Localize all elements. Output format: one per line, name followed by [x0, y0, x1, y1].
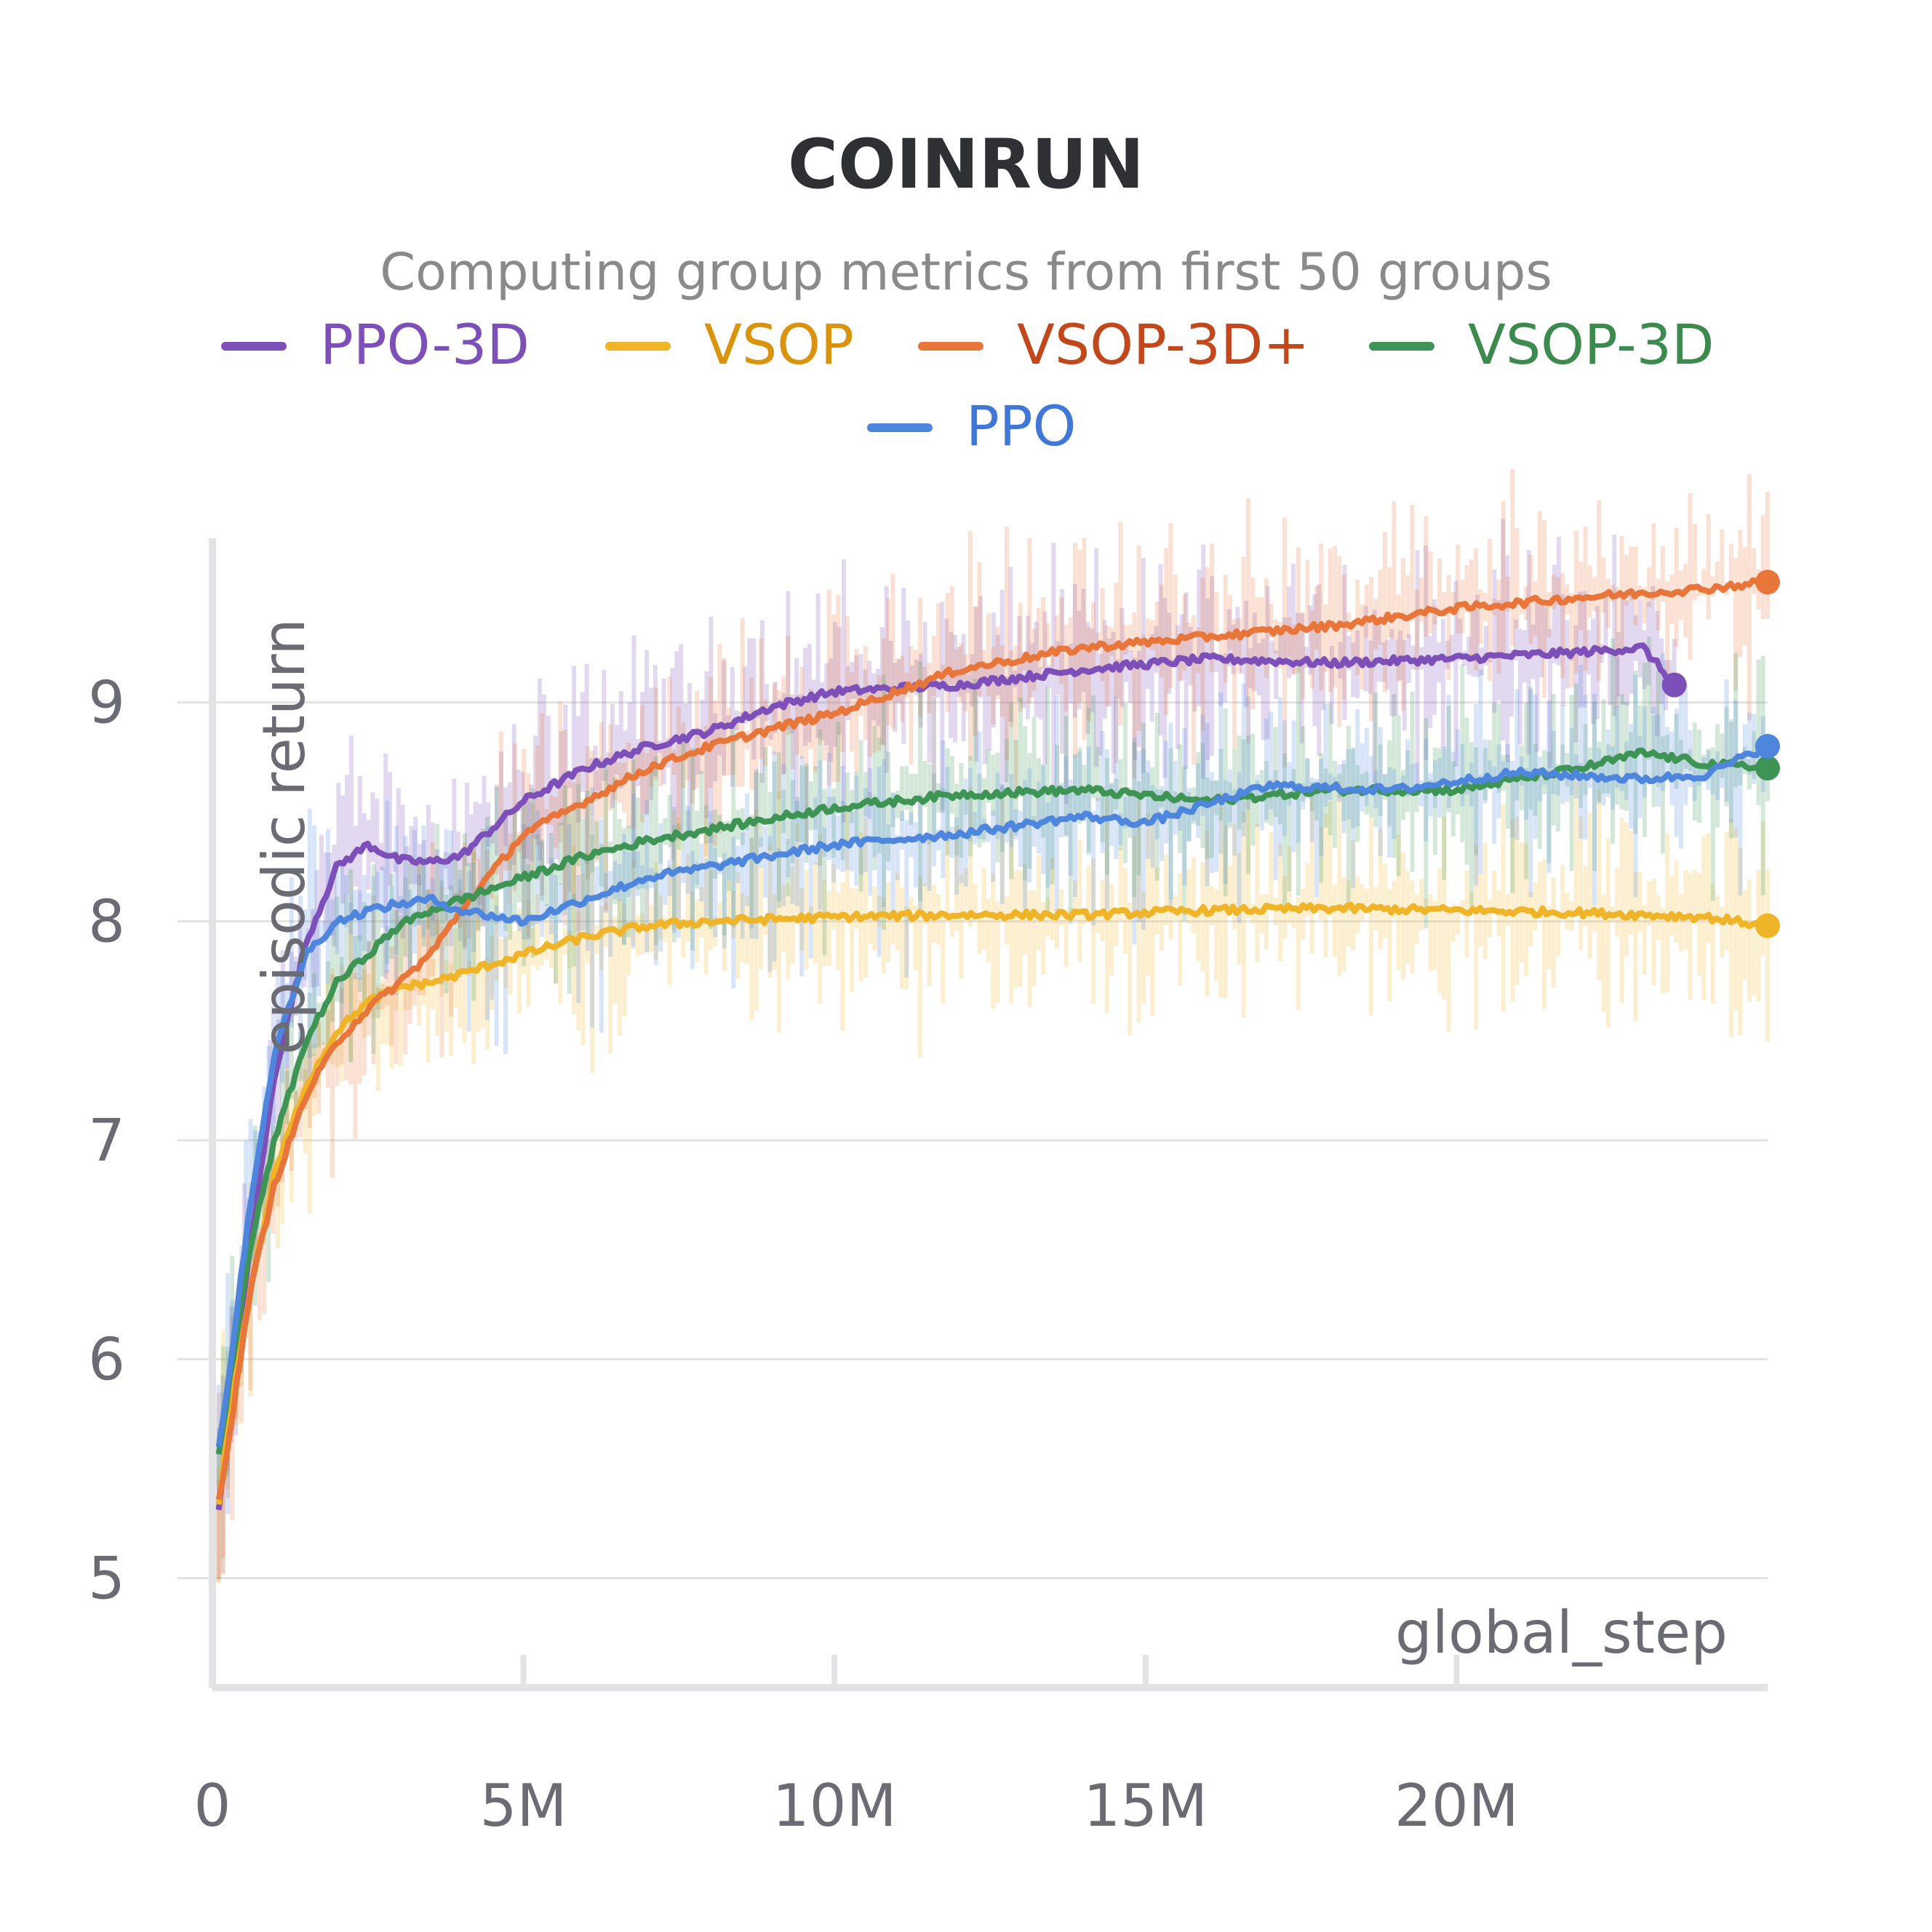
series-line-vsop-3d[interactable] — [215, 747, 1770, 1455]
chart-title: COINRUN — [788, 125, 1144, 204]
y-tick-label: 5 — [88, 1545, 125, 1613]
legend-label: PPO-3D — [320, 312, 530, 377]
x-tick-label: 15M — [1083, 1772, 1208, 1840]
plot-area — [215, 468, 1780, 1584]
x-tick-label: 0 — [194, 1772, 231, 1840]
series-line-ppo-3d[interactable] — [215, 642, 1677, 1511]
x-tick-label: 5M — [480, 1772, 567, 1840]
x-axis-label: global_step — [1395, 1599, 1728, 1666]
series-line-vsop[interactable] — [215, 901, 1770, 1505]
x-tick-label: 20M — [1394, 1772, 1519, 1840]
legend-label: VSOP-3D+ — [1017, 312, 1309, 377]
legend-item-vsop[interactable]: VSOP — [605, 312, 854, 377]
legend-item-ppo-3d[interactable]: PPO-3D — [221, 312, 530, 377]
legend-label: VSOP — [704, 312, 854, 377]
y-tick-label: 8 — [88, 888, 125, 956]
series-endpoint-ppo-3d[interactable] — [1661, 672, 1687, 698]
series-endpoint-ppo[interactable] — [1755, 733, 1780, 759]
series-endpoint-vsop-3d[interactable] — [1755, 756, 1780, 781]
axes: 5 6 7 8 9 0 5M 10M 15M 20M — [88, 538, 1768, 1840]
y-tick-label: 7 — [88, 1107, 125, 1175]
y-tick-label: 6 — [88, 1326, 125, 1394]
series-endpoint-vsop[interactable] — [1755, 913, 1780, 938]
y-axis-label: episodic return — [250, 618, 318, 1055]
x-tick-label: 10M — [773, 1772, 897, 1840]
legend-item-vsop-3d[interactable]: VSOP-3D+ — [918, 312, 1309, 377]
legend-label: PPO — [966, 394, 1076, 458]
legend: PPO-3D VSOP VSOP-3D+ VSOP-3D PPO — [221, 312, 1715, 458]
chart-subtitle: Computing group metrics from first 50 gr… — [380, 242, 1552, 302]
series-line-ppo[interactable] — [215, 742, 1771, 1448]
series-lines — [215, 570, 1780, 1511]
series-endpoint-vsop-3d[interactable] — [1755, 570, 1780, 595]
y-tick-label: 9 — [88, 669, 125, 737]
grid — [177, 701, 1768, 1580]
legend-item-ppo[interactable]: PPO — [867, 394, 1076, 458]
legend-label: VSOP-3D — [1468, 312, 1715, 377]
legend-item-vsop-3d[interactable]: VSOP-3D — [1369, 312, 1715, 377]
